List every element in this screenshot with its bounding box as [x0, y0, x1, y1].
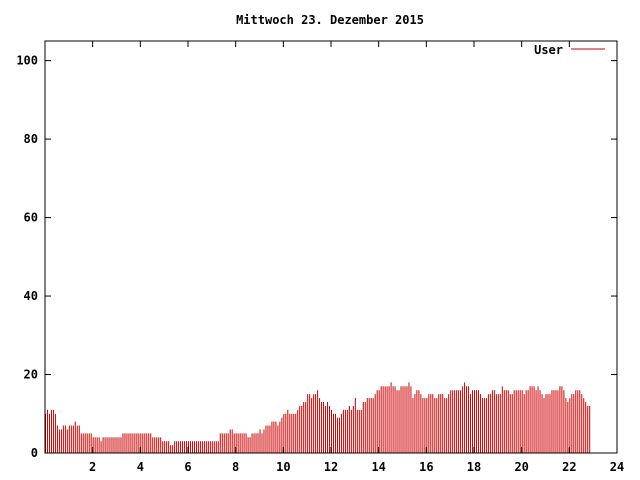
- x-tick-label: 2: [89, 460, 96, 474]
- plot-frame: [44, 40, 618, 454]
- x-tick-label: 6: [184, 460, 191, 474]
- y-tick-label: 20: [24, 368, 38, 382]
- y-tick-label: 80: [24, 132, 38, 146]
- y-tick-label: 100: [16, 54, 38, 68]
- legend-label-user: User: [534, 43, 563, 57]
- x-tick-label: 10: [276, 460, 290, 474]
- x-tick-label: 20: [514, 460, 528, 474]
- x-tick-label: 18: [467, 460, 481, 474]
- legend: User: [534, 43, 605, 57]
- x-tick-label: 12: [324, 460, 338, 474]
- y-tick-label: 60: [24, 211, 38, 225]
- x-tick-label: 14: [371, 460, 385, 474]
- x-tick-label: 16: [419, 460, 433, 474]
- bar-series-user: [45, 382, 591, 453]
- chart-title: Mittwoch 23. Dezember 2015: [236, 13, 424, 27]
- x-tick-label: 22: [562, 460, 576, 474]
- x-tick-label: 4: [137, 460, 144, 474]
- x-tick-label: 8: [232, 460, 239, 474]
- x-tick-label: 24: [610, 460, 624, 474]
- y-tick-label: 40: [24, 289, 38, 303]
- y-tick-label: 0: [31, 446, 38, 460]
- axis-ticks: [45, 41, 618, 454]
